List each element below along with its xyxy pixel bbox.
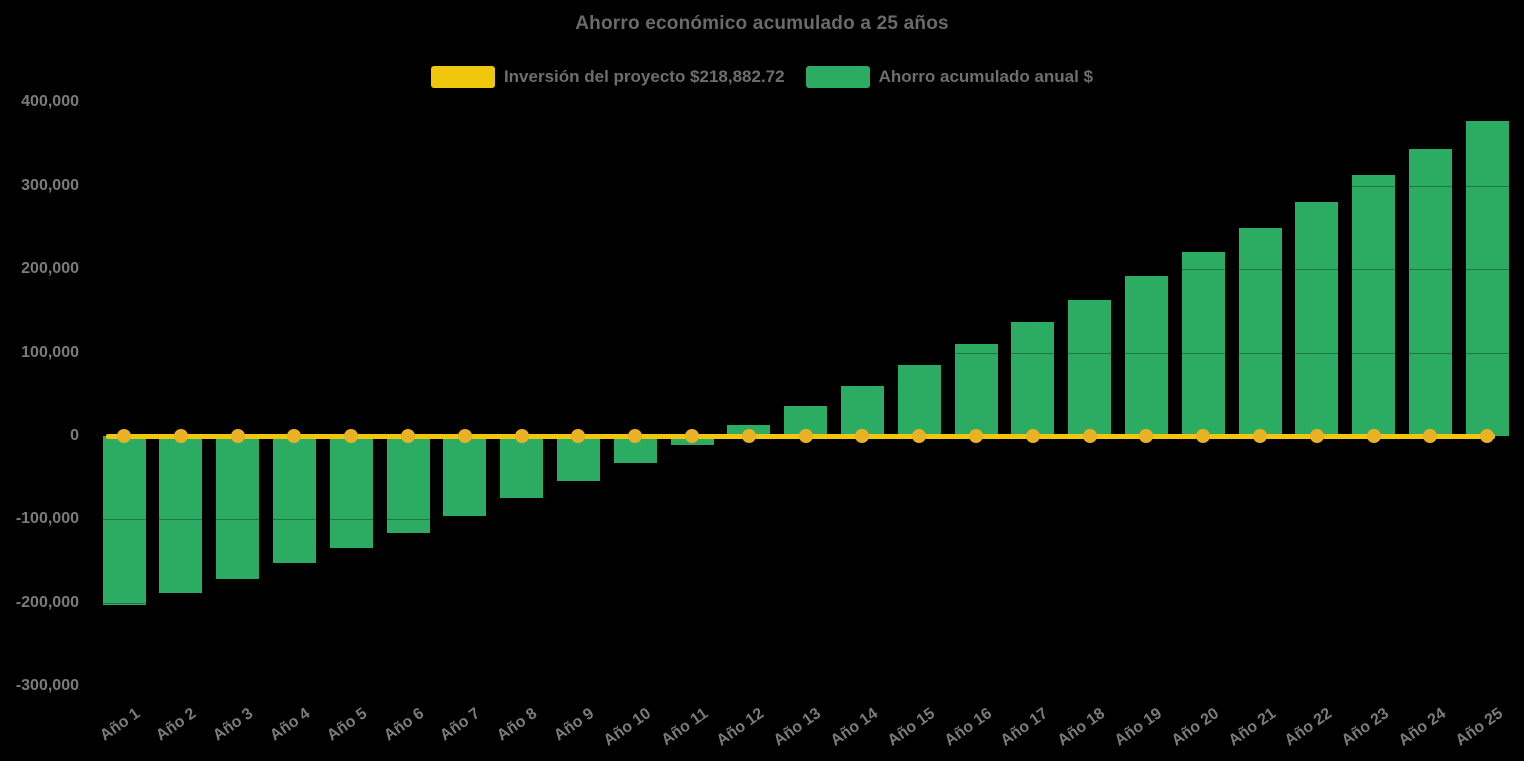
investment-line-marker bbox=[741, 428, 756, 443]
x-axis-label-año-9: Año 9 bbox=[550, 705, 598, 745]
bar-año-1[interactable] bbox=[102, 435, 146, 606]
investment-line-marker bbox=[1196, 428, 1211, 443]
bar-año-15[interactable] bbox=[897, 365, 941, 436]
x-axis-label-año-13: Año 13 bbox=[770, 705, 825, 750]
investment-line-marker bbox=[855, 428, 870, 443]
investment-line-marker bbox=[1253, 428, 1267, 443]
bar-año-17[interactable] bbox=[1011, 321, 1055, 436]
x-axis-label-año-1: Año 1 bbox=[96, 705, 143, 745]
chart-title: Ahorro económico acumulado a 25 años bbox=[575, 13, 949, 34]
investment-line-marker bbox=[1480, 428, 1495, 443]
x-axis-label-año-21: Año 21 bbox=[1225, 705, 1279, 750]
investment-line-marker bbox=[1366, 428, 1381, 443]
y-axis-tick-label: -100,000 bbox=[15, 510, 79, 528]
investment-line-marker bbox=[969, 428, 983, 443]
gridline bbox=[92, 602, 1510, 604]
gridline bbox=[92, 269, 1510, 271]
x-axis-label-año-3: Año 3 bbox=[210, 705, 257, 745]
y-axis-tick-label: 0 bbox=[70, 426, 79, 444]
investment-line-marker bbox=[117, 428, 131, 443]
investment-line-marker bbox=[401, 428, 415, 443]
investment-line-marker bbox=[344, 428, 359, 443]
bar-año-20[interactable] bbox=[1181, 251, 1225, 436]
investment-line-marker bbox=[798, 428, 813, 443]
y-axis-tick-label: 300,000 bbox=[21, 176, 79, 194]
bar-año-22[interactable] bbox=[1295, 201, 1339, 436]
y-axis-tick-label: 400,000 bbox=[21, 93, 79, 111]
x-axis-label-año-19: Año 19 bbox=[1111, 705, 1166, 750]
x-axis-label-año-11: Año 11 bbox=[658, 705, 711, 750]
bar-año-25[interactable] bbox=[1465, 120, 1509, 436]
x-axis-label-año-14: Año 14 bbox=[827, 705, 882, 750]
x-axis-label-año-4: Año 4 bbox=[266, 705, 314, 745]
gridline bbox=[92, 102, 1510, 104]
bar-año-19[interactable] bbox=[1124, 276, 1168, 436]
bar-año-23[interactable] bbox=[1352, 174, 1396, 436]
x-axis-label-año-20: Año 20 bbox=[1168, 705, 1222, 750]
bar-año-7[interactable] bbox=[443, 435, 487, 516]
x-axis-label-año-2: Año 2 bbox=[153, 705, 200, 745]
legend-item-ahorro[interactable]: Ahorro acumulado anual $ bbox=[805, 66, 1094, 88]
bar-año-3[interactable] bbox=[216, 435, 260, 579]
x-axis-label-año-17: Año 17 bbox=[998, 705, 1052, 750]
bar-año-24[interactable] bbox=[1408, 148, 1452, 436]
bar-año-8[interactable] bbox=[500, 435, 544, 498]
legend-label-inversion: Inversión del proyecto $218,882.72 bbox=[503, 67, 785, 86]
investment-line-marker bbox=[685, 428, 699, 443]
bar-año-4[interactable] bbox=[272, 435, 316, 564]
gridline bbox=[92, 519, 1510, 521]
investment-line-marker bbox=[173, 428, 188, 443]
investment-line-marker bbox=[628, 428, 643, 443]
x-axis-label-año-23: Año 23 bbox=[1338, 705, 1393, 750]
legend: Inversión del proyecto $218,882.72 Ahorr… bbox=[0, 66, 1524, 88]
investment-line-marker bbox=[514, 428, 529, 443]
x-axis-label-año-16: Año 16 bbox=[941, 705, 995, 750]
legend-swatch-inversion-icon bbox=[430, 66, 495, 88]
investment-line-marker bbox=[230, 428, 245, 443]
investment-line-marker bbox=[1423, 428, 1438, 443]
bar-año-6[interactable] bbox=[386, 435, 430, 533]
x-axis-label-año-5: Año 5 bbox=[323, 705, 370, 745]
x-axis-label-año-15: Año 15 bbox=[884, 705, 938, 750]
x-axis-label-año-12: Año 12 bbox=[714, 705, 768, 750]
x-axis-label-año-25: Año 25 bbox=[1452, 705, 1506, 750]
x-axis-label-año-8: Año 8 bbox=[494, 705, 541, 745]
bar-año-16[interactable] bbox=[954, 343, 998, 436]
y-axis-tick-label: 100,000 bbox=[21, 343, 79, 361]
bar-año-14[interactable] bbox=[840, 386, 884, 436]
x-axis-label-año-6: Año 6 bbox=[380, 705, 427, 745]
investment-line-marker bbox=[1025, 428, 1040, 443]
legend-label-ahorro: Ahorro acumulado anual $ bbox=[878, 67, 1094, 86]
bar-año-18[interactable] bbox=[1068, 299, 1112, 436]
x-axis-label-año-18: Año 18 bbox=[1054, 705, 1109, 750]
bar-año-2[interactable] bbox=[159, 435, 203, 594]
investment-line-marker bbox=[1082, 428, 1097, 443]
gridline bbox=[92, 686, 1510, 688]
gridline bbox=[92, 185, 1510, 187]
gridline bbox=[92, 352, 1510, 354]
legend-item-inversion[interactable]: Inversión del proyecto $218,882.72 bbox=[430, 66, 785, 88]
bar-año-21[interactable] bbox=[1238, 227, 1282, 436]
y-axis-tick-label: -300,000 bbox=[15, 677, 79, 695]
y-axis-tick-label: -200,000 bbox=[15, 593, 79, 611]
x-axis-label-año-7: Año 7 bbox=[437, 705, 484, 745]
investment-line-marker bbox=[571, 428, 586, 443]
bar-año-5[interactable] bbox=[329, 435, 373, 548]
investment-line-marker bbox=[1309, 428, 1324, 443]
y-axis-tick-label: 200,000 bbox=[21, 260, 79, 278]
investment-line-marker bbox=[1139, 428, 1154, 443]
investment-line-marker bbox=[457, 428, 472, 443]
investment-line-marker bbox=[912, 428, 927, 443]
investment-line-marker bbox=[287, 428, 302, 443]
x-axis-label-año-10: Año 10 bbox=[600, 705, 654, 750]
x-axis-label-año-24: Año 24 bbox=[1395, 705, 1450, 750]
x-axis-label-año-22: Año 22 bbox=[1282, 705, 1336, 750]
bar-año-9[interactable] bbox=[556, 435, 600, 481]
legend-swatch-ahorro-icon bbox=[805, 66, 870, 88]
